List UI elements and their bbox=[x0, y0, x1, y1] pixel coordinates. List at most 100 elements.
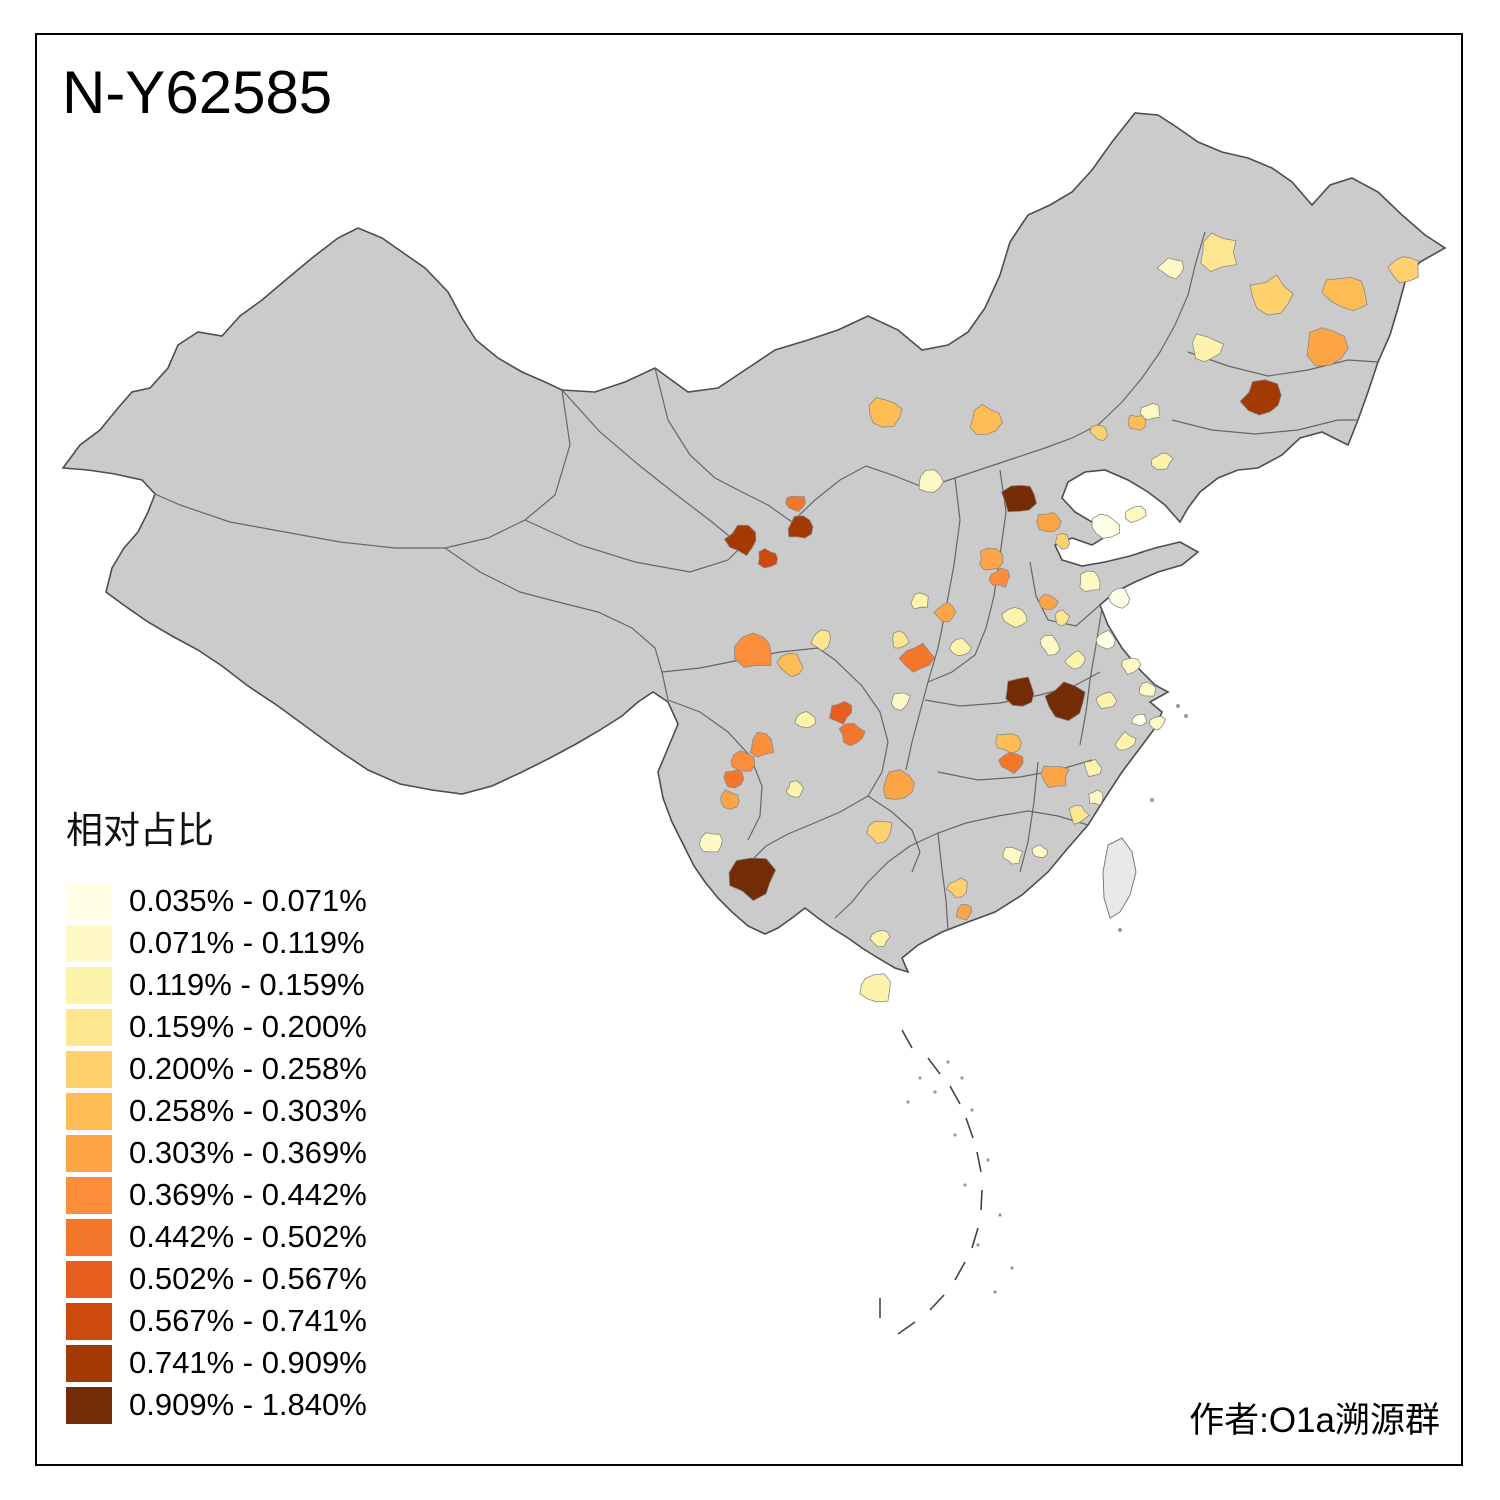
map-region bbox=[838, 722, 866, 747]
legend-row: 0.258% - 0.303% bbox=[66, 1090, 367, 1132]
map-region bbox=[1108, 587, 1131, 609]
legend-class-label: 0.909% - 1.840% bbox=[129, 1387, 367, 1422]
map-region bbox=[988, 567, 1011, 588]
legend-class-label: 0.035% - 0.071% bbox=[129, 883, 367, 918]
map-region bbox=[1031, 844, 1049, 858]
province-borders bbox=[154, 231, 1379, 931]
map-region bbox=[868, 397, 903, 428]
map-region bbox=[910, 592, 929, 610]
legend-class-label: 0.200% - 0.258% bbox=[129, 1051, 367, 1086]
map-region bbox=[723, 524, 757, 557]
legend-swatch bbox=[66, 1176, 112, 1214]
legend-swatch bbox=[66, 1134, 112, 1172]
legend-row: 0.502% - 0.567% bbox=[66, 1258, 367, 1300]
map-region bbox=[918, 469, 944, 493]
map-region bbox=[1001, 606, 1028, 629]
map-region bbox=[866, 820, 893, 845]
legend-class-label: 0.119% - 0.159% bbox=[129, 967, 365, 1002]
map-region bbox=[949, 637, 972, 657]
map-region bbox=[1083, 758, 1103, 778]
map-region bbox=[1191, 333, 1224, 363]
colored-regions bbox=[698, 232, 1419, 1003]
legend-row: 0.071% - 0.119% bbox=[66, 922, 367, 964]
map-region bbox=[1054, 532, 1071, 550]
legend-row: 0.035% - 0.071% bbox=[66, 880, 367, 922]
legend-swatch bbox=[66, 1386, 112, 1424]
map-region bbox=[1121, 657, 1142, 676]
legend-class-label: 0.442% - 0.502% bbox=[129, 1219, 367, 1254]
map-region bbox=[1054, 609, 1071, 627]
map-region bbox=[787, 515, 814, 539]
map-region bbox=[1150, 452, 1174, 471]
map-region bbox=[720, 789, 740, 810]
map-region bbox=[749, 731, 775, 758]
map-region bbox=[1064, 650, 1086, 670]
legend-class-label: 0.303% - 0.369% bbox=[129, 1135, 367, 1170]
map-region bbox=[882, 769, 915, 800]
map-region bbox=[757, 548, 778, 569]
map-region bbox=[1005, 676, 1035, 707]
map-region bbox=[1200, 232, 1238, 272]
map-region bbox=[733, 632, 772, 668]
legend-class-label: 0.741% - 0.909% bbox=[129, 1345, 367, 1380]
map-region bbox=[1001, 484, 1038, 513]
map-region bbox=[998, 751, 1024, 774]
map-region bbox=[1068, 805, 1090, 825]
map-region bbox=[1002, 846, 1024, 865]
legend-row: 0.200% - 0.258% bbox=[66, 1048, 367, 1090]
map-region bbox=[1131, 713, 1148, 727]
legend-rows: 0.035% - 0.071% 0.071% - 0.119% 0.119% - 0… bbox=[66, 880, 367, 1426]
map-region bbox=[969, 403, 1003, 436]
map-region bbox=[730, 750, 756, 772]
credit-text: 作者:O1a溯源群 bbox=[1189, 1401, 1440, 1440]
map-region bbox=[794, 711, 817, 729]
legend-swatch bbox=[66, 1008, 112, 1046]
map-region bbox=[1089, 424, 1108, 441]
map-region bbox=[1249, 274, 1294, 316]
map-region bbox=[1124, 505, 1147, 524]
legend-class-label: 0.258% - 0.303% bbox=[129, 1093, 367, 1128]
map-region bbox=[1039, 634, 1061, 656]
legend-swatch bbox=[66, 1260, 112, 1298]
legend-swatch bbox=[66, 1344, 112, 1382]
legend-row: 0.442% - 0.502% bbox=[66, 1216, 367, 1258]
legend-swatch bbox=[66, 1050, 112, 1088]
map-region bbox=[1149, 715, 1166, 731]
south-china-sea-dashes bbox=[879, 1029, 1014, 1335]
map-region bbox=[1239, 379, 1282, 416]
legend-class-label: 0.071% - 0.119% bbox=[129, 925, 365, 960]
legend-swatch bbox=[66, 966, 112, 1004]
legend: 相对占比 0.035% - 0.071% 0.071% - 0.119% 0.119… bbox=[66, 800, 367, 1426]
map-region bbox=[955, 904, 972, 921]
map-region bbox=[1138, 681, 1157, 697]
legend-class-label: 0.159% - 0.200% bbox=[129, 1009, 367, 1044]
map-region bbox=[1095, 691, 1118, 710]
map-region bbox=[890, 692, 911, 711]
legend-row: 0.909% - 1.840% bbox=[66, 1384, 367, 1426]
legend-row: 0.119% - 0.159% bbox=[66, 964, 367, 1006]
legend-class-label: 0.567% - 0.741% bbox=[129, 1303, 367, 1338]
map-region bbox=[995, 733, 1023, 755]
legend-title: 相对占比 bbox=[66, 810, 214, 851]
map-region bbox=[776, 652, 804, 678]
map-region bbox=[1306, 327, 1349, 367]
map-region bbox=[1387, 256, 1419, 284]
map-region bbox=[1040, 765, 1070, 788]
map-region bbox=[828, 700, 853, 725]
map-region bbox=[1114, 731, 1137, 751]
map-region bbox=[1156, 257, 1184, 280]
legend-class-label: 0.369% - 0.442% bbox=[129, 1177, 367, 1212]
page-title: N-Y62585 bbox=[62, 59, 333, 126]
map-region bbox=[723, 768, 745, 789]
map-region bbox=[859, 973, 891, 1003]
map-region bbox=[1079, 570, 1101, 593]
map-region bbox=[898, 642, 935, 673]
map-region bbox=[1321, 276, 1368, 312]
taiwan-island bbox=[1102, 837, 1137, 919]
map-region bbox=[892, 630, 910, 649]
map-region bbox=[945, 877, 968, 898]
legend-row: 0.369% - 0.442% bbox=[66, 1174, 367, 1216]
map-region bbox=[1088, 789, 1104, 806]
map-region bbox=[979, 547, 1004, 571]
